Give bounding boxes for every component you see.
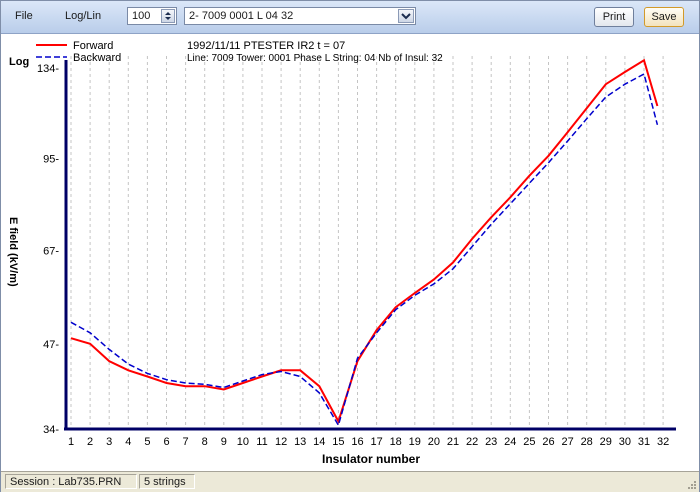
chart-header-title: 1992/11/11 PTESTER IR2 t = 07: [187, 40, 345, 52]
x-tick-label: 24: [504, 436, 516, 448]
grid-lines: [70, 56, 664, 427]
x-tick-label: 20: [428, 436, 440, 448]
chevron-down-icon[interactable]: [398, 9, 414, 23]
session-status: Session : Lab735.PRN: [5, 474, 137, 489]
x-tick-label: 14: [313, 436, 325, 448]
print-button[interactable]: Print: [594, 7, 634, 27]
string-selector[interactable]: 2- 7009 0001 L 04 32: [184, 7, 416, 25]
y-tick-label: 95-: [43, 154, 59, 166]
y-tick-label: 47-: [43, 339, 59, 351]
x-tick-label: 28: [581, 436, 593, 448]
x-tick-label: 12: [275, 436, 287, 448]
legend: Forward Backward: [36, 40, 121, 64]
resize-grip-icon[interactable]: [687, 480, 697, 490]
x-tick-label: 13: [294, 436, 306, 448]
x-tick-label: 23: [485, 436, 497, 448]
x-tick-label: 18: [390, 436, 402, 448]
x-tick-label: 22: [466, 436, 478, 448]
x-tick-label: 32: [657, 436, 669, 448]
legend-backward-label: Backward: [73, 52, 121, 64]
x-tick-label: 17: [370, 436, 382, 448]
x-tick-label: 15: [332, 436, 344, 448]
x-tick-label: 11: [256, 436, 267, 448]
x-axis-label: Insulator number: [322, 452, 420, 466]
y-tick-label: 134-: [37, 63, 59, 75]
x-tick-label: 1: [68, 436, 74, 448]
scale-spinner[interactable]: 100: [127, 7, 177, 25]
x-tick-label: 27: [561, 436, 573, 448]
x-tick-label: 19: [409, 436, 421, 448]
x-tick-label: 9: [221, 436, 227, 448]
backward-series-line: [70, 72, 659, 428]
x-tick-label: 29: [600, 436, 612, 448]
scale-mode-label: Log: [9, 56, 29, 68]
x-tick-label: 2: [87, 436, 93, 448]
x-tick-label: 30: [619, 436, 631, 448]
legend-forward-label: Forward: [73, 40, 113, 52]
x-tick-label: 6: [163, 436, 169, 448]
scale-spinner-value: 100: [132, 10, 151, 22]
efield-chart: 34-47-67-95-134- 1 2 3 4 5 6 7 8 9 10 11 12 13 14 15 16…: [7, 40, 676, 466]
string-selector-value: 2- 7009 0001 L 04 32: [189, 10, 294, 22]
x-tick-label: 31: [638, 436, 650, 448]
log-lin-toggle[interactable]: Log/Lin: [65, 10, 102, 22]
x-tick-label: 3: [106, 436, 112, 448]
y-tick-label: 67-: [43, 245, 59, 257]
x-tick-label: 5: [144, 436, 150, 448]
x-tick-label: 25: [523, 436, 535, 448]
x-tick-label: 8: [202, 436, 208, 448]
y-tick-label: 34-: [43, 424, 59, 436]
forward-series-line: [70, 58, 659, 424]
x-tick-label: 10: [237, 436, 249, 448]
y-axis-ticks: 34- 47- 67- 95- 134-: [37, 63, 59, 436]
x-tick-label: 21: [447, 436, 459, 448]
x-axis-ticks: 1 2 3 4 5 6 7 8 9 10 11 12 13 14 15 16 17 18 19 20 21 22 23 24 2…: [68, 436, 669, 448]
file-menu[interactable]: File: [15, 10, 33, 22]
toolbar: File Log/Lin 100 2- 7009 0001 L 04 32 Pr…: [1, 1, 699, 34]
x-tick-label: 4: [125, 436, 131, 448]
status-bar: Session : Lab735.PRN 5 strings: [1, 471, 699, 492]
spinner-arrows-icon[interactable]: [161, 9, 175, 23]
x-tick-label: 7: [183, 436, 189, 448]
x-tick-label: 16: [351, 436, 363, 448]
x-tick-label: 26: [542, 436, 554, 448]
y-axis-label: E field (kV/m): [7, 217, 19, 287]
strings-count-status: 5 strings: [139, 474, 195, 489]
save-button[interactable]: Save: [644, 7, 684, 27]
chart-header-line-info: Line: 7009 Tower: 0001 Phase L String: 0…: [187, 53, 443, 64]
